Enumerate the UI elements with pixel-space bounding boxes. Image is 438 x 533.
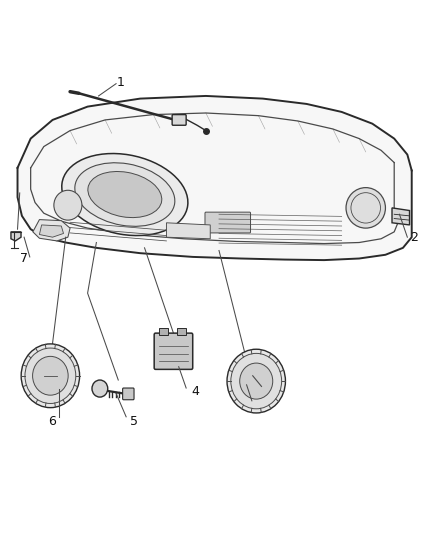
Polygon shape <box>11 232 21 241</box>
Ellipse shape <box>62 154 188 236</box>
Ellipse shape <box>75 163 175 227</box>
FancyBboxPatch shape <box>123 388 134 400</box>
FancyBboxPatch shape <box>172 115 186 125</box>
FancyBboxPatch shape <box>205 212 251 233</box>
Text: 2: 2 <box>410 231 418 244</box>
FancyBboxPatch shape <box>154 333 193 369</box>
Polygon shape <box>18 96 412 260</box>
Ellipse shape <box>231 353 282 409</box>
Polygon shape <box>166 223 210 239</box>
Polygon shape <box>33 220 70 241</box>
Text: 3: 3 <box>257 399 265 411</box>
Ellipse shape <box>88 172 162 217</box>
Text: 7: 7 <box>20 252 28 265</box>
Polygon shape <box>39 225 64 237</box>
Text: 1: 1 <box>117 76 124 89</box>
Text: 6: 6 <box>49 415 57 427</box>
Text: 5: 5 <box>130 415 138 427</box>
Ellipse shape <box>25 348 76 403</box>
Ellipse shape <box>54 190 82 220</box>
Ellipse shape <box>240 363 273 399</box>
Ellipse shape <box>32 357 68 395</box>
FancyBboxPatch shape <box>177 328 186 335</box>
Ellipse shape <box>346 188 385 228</box>
Ellipse shape <box>92 380 108 397</box>
Polygon shape <box>392 208 410 225</box>
Ellipse shape <box>227 349 286 413</box>
FancyBboxPatch shape <box>159 328 168 335</box>
Text: 4: 4 <box>191 385 199 398</box>
Ellipse shape <box>21 344 80 408</box>
